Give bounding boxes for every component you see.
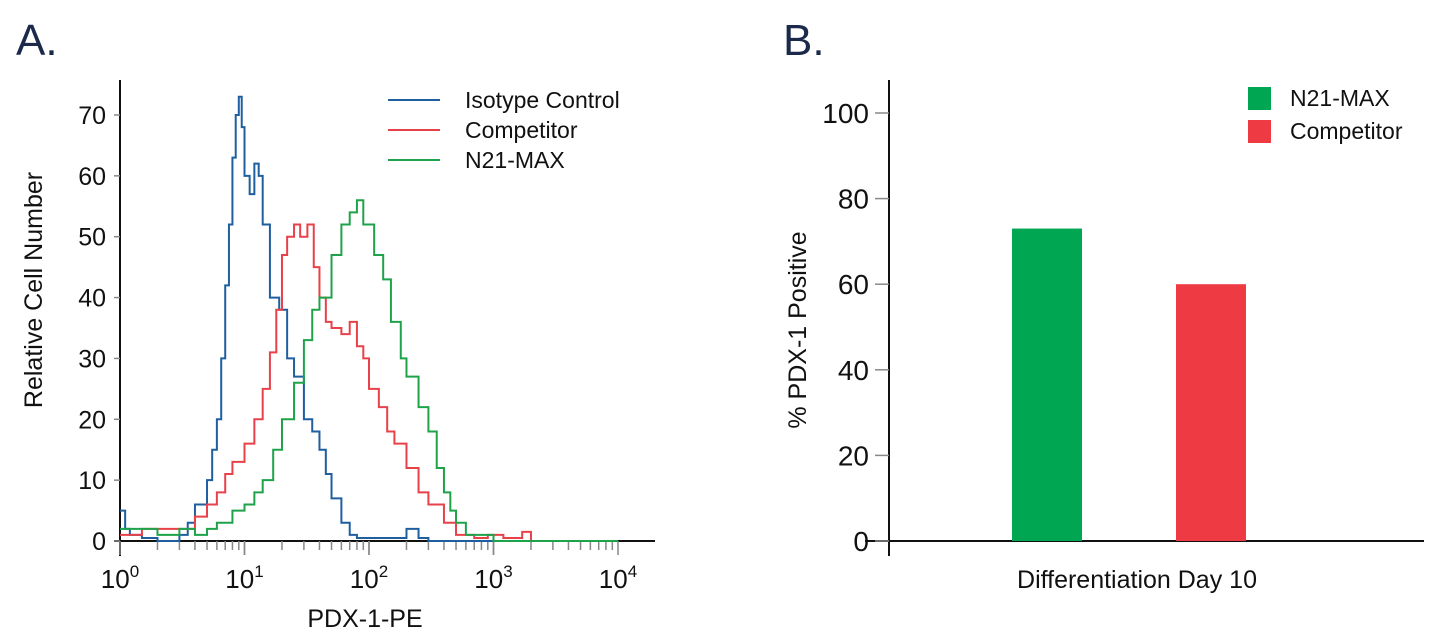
histogram-x-tick-label: 104 bbox=[599, 562, 637, 594]
bar-chart: Differentiation Day 10 % PDX-1 Positive … bbox=[784, 80, 1424, 594]
panel-b-label: B. bbox=[783, 16, 825, 65]
legend-label-isotype-control: Isotype Control bbox=[465, 87, 620, 113]
bar-y-tick-label: 20 bbox=[838, 440, 869, 471]
histogram-y-tick-label: 30 bbox=[78, 345, 106, 373]
histogram-x-tick-label: 101 bbox=[225, 562, 263, 594]
histogram-chart: PDX-1-PE Relative Cell Number 0 10 20 30 40 5… bbox=[20, 80, 655, 633]
histogram-x-tick-label: 100 bbox=[101, 562, 139, 594]
histogram-y-tick-label: 20 bbox=[78, 406, 106, 434]
bar-y-tick-label: 0 bbox=[853, 526, 869, 557]
panel-a-label: A. bbox=[16, 16, 58, 65]
histogram-y-tick-label: 60 bbox=[78, 163, 106, 191]
bar-y-tick-label: 60 bbox=[838, 269, 869, 300]
histogram-y-tick-label: 70 bbox=[78, 102, 106, 130]
legend-swatch-n21-max bbox=[1248, 87, 1271, 110]
histogram-series-isotype-control bbox=[120, 95, 618, 542]
histogram-y-axis-label: Relative Cell Number bbox=[20, 172, 48, 408]
legend-label-n21-max: N21-MAX bbox=[465, 147, 565, 173]
bar-competitor bbox=[1176, 284, 1246, 541]
histogram-y-tick-label: 10 bbox=[78, 467, 106, 495]
legend-label-competitor: Competitor bbox=[1290, 118, 1403, 144]
bar-n21-max bbox=[1012, 228, 1082, 541]
bar-y-axis-label: % PDX-1 Positive bbox=[784, 231, 812, 428]
bar-y-tick-label: 80 bbox=[838, 184, 869, 215]
histogram-series-competitor bbox=[120, 223, 618, 542]
histogram-y-tick-label: 50 bbox=[78, 224, 106, 252]
histogram-y-tick-label: 0 bbox=[92, 528, 106, 556]
bar-y-tick-label: 100 bbox=[822, 98, 869, 129]
bar-x-axis-label: Differentiation Day 10 bbox=[1017, 566, 1257, 594]
legend-label-competitor: Competitor bbox=[465, 117, 578, 143]
histogram-y-tick-label: 40 bbox=[78, 285, 106, 313]
histogram-x-tick-label: 102 bbox=[350, 562, 388, 594]
histogram-x-tick-label: 103 bbox=[474, 562, 512, 594]
bar-y-tick-label: 40 bbox=[838, 355, 869, 386]
legend-swatch-competitor bbox=[1248, 120, 1271, 143]
legend-label-n21-max: N21-MAX bbox=[1290, 85, 1390, 111]
histogram-series-n21-max bbox=[120, 199, 618, 542]
histogram-x-axis-label: PDX-1-PE bbox=[307, 605, 422, 633]
